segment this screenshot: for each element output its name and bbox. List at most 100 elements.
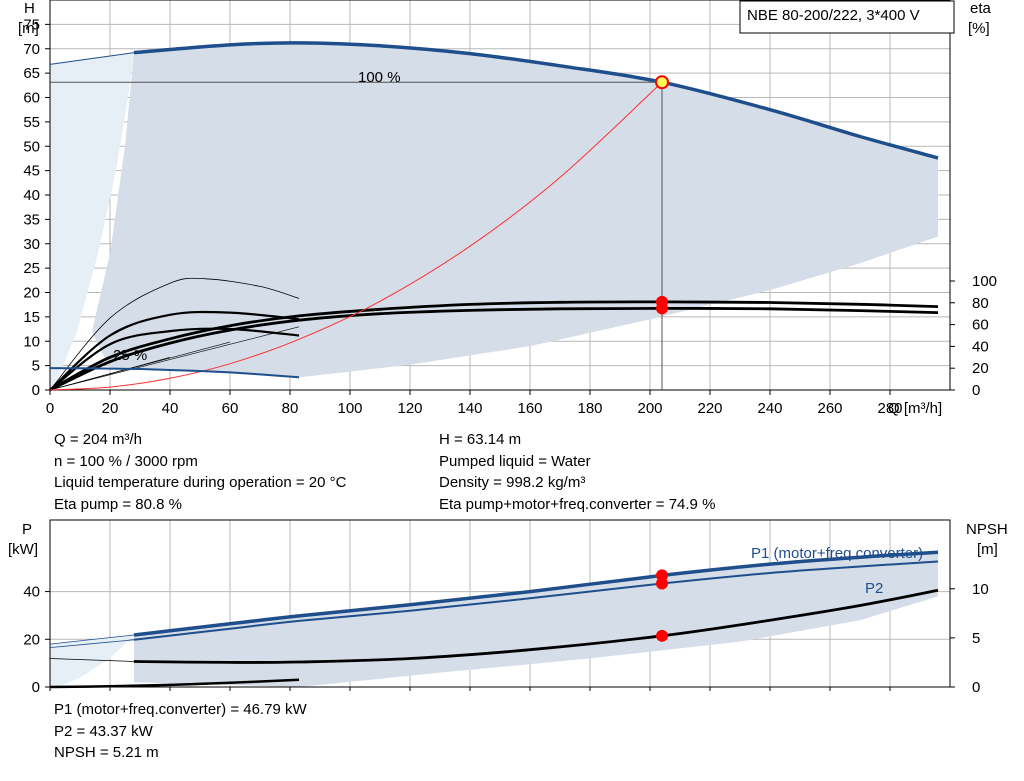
eta-y2-tick-label: 20	[972, 360, 989, 377]
qh-x-tick-label: 140	[457, 400, 482, 417]
qh-x-tick-label: 160	[517, 400, 542, 417]
qh-y-tick-label: 45	[23, 163, 40, 180]
npsh-y-label-line2: [m]	[977, 541, 998, 558]
p1-curve-label: P1 (motor+freq.converter)	[751, 545, 923, 562]
qh-panel: 0 20 40 60 80 100 120 140 160 180 200 220 240 260 2800…	[23, 0, 997, 417]
p-25-curve	[49, 678, 300, 689]
qh-y-tick-label: 15	[23, 309, 40, 326]
p-y-tick-label: 20	[23, 631, 40, 648]
npsh-curve	[133, 588, 939, 664]
qh-x-tick-label: 40	[162, 400, 179, 417]
npsh-curve-ext	[49, 658, 135, 662]
qh-curve-25	[49, 367, 300, 379]
info-p2: P2 = 43.37 kW	[54, 722, 153, 740]
info-block-power: P1 (motor+freq.converter) = 46.79 kW P2 …	[54, 699, 307, 764]
info-npsh: NPSH = 5.21 m	[54, 744, 159, 761]
qh-operating-area	[92, 42, 938, 378]
npsh-y2-tick-label: 5	[972, 630, 980, 647]
eta-25-curve	[49, 310, 300, 391]
qh-y-label-line1: H	[24, 0, 35, 17]
eta-y2-tick-label: 0	[972, 382, 980, 399]
qh-y-tick-label: 60	[23, 90, 40, 107]
qh-area-light	[50, 52, 134, 391]
qh-y-tick-label: 20	[23, 285, 40, 302]
eta-pump-curve	[49, 300, 939, 392]
qh-y-label-line2: [m]	[18, 20, 39, 37]
p-area-light	[50, 634, 134, 687]
qh-y-tick-label: 30	[23, 236, 40, 253]
p2-curve	[133, 560, 939, 641]
info-speed: n = 100 % / 3000 rpm	[54, 452, 198, 470]
qh-y-tick-label: 35	[23, 211, 40, 228]
p-y-label-line1: P	[22, 521, 32, 538]
product-name: NBE 80-200/222, 3*400 V	[747, 7, 920, 24]
npsh-y-label-line1: NPSH	[966, 521, 1008, 538]
qh-y-tick-label: 5	[32, 358, 40, 375]
qh-y-tick-label: 55	[23, 114, 40, 131]
info-head: H = 63.14 m	[439, 431, 522, 448]
info-eta-total: Eta pump+motor+freq.converter = 74.9 %	[439, 495, 716, 513]
qh-y2-label-line2: [%]	[968, 20, 990, 37]
qh-x-tick-label: 260	[817, 400, 842, 417]
qh-x-tick-label: 240	[757, 400, 782, 417]
p-y-tick-label: 0	[32, 679, 40, 696]
qh-x-tick-label: 120	[397, 400, 422, 417]
p2-curve-ext	[49, 639, 135, 648]
info-p1: P1 (motor+freq.converter) = 46.79 kW	[54, 701, 307, 718]
product-box: NBE 80-200/222, 3*400 V	[739, 0, 955, 34]
qh-x-tick-label: 100	[337, 400, 362, 417]
curve-label-25: 25 %	[113, 347, 147, 364]
eta-y2-tick-label: 40	[972, 338, 989, 355]
op-point-p2	[656, 577, 668, 590]
qh-curve-100-ext	[49, 52, 135, 65]
p-operating-area	[134, 552, 938, 687]
eta-y2-tick-label: 100	[972, 273, 997, 290]
op-point-npsh	[656, 629, 668, 642]
eta-25-curve	[49, 327, 300, 391]
curve-label-100: 100 %	[358, 69, 401, 86]
eta-guide-line	[49, 357, 171, 391]
p1-curve	[133, 550, 939, 637]
eta-y2-tick-label: 60	[972, 317, 989, 334]
p-frame	[49, 519, 951, 688]
qh-x-tick-label: 280	[877, 400, 902, 417]
p-y-label-line2: [kW]	[8, 541, 38, 558]
system-curve	[49, 81, 663, 391]
info-density: Density = 998.2 kg/m³	[439, 474, 586, 491]
qh-x-tick-label: 80	[282, 400, 299, 417]
eta-total-curve	[49, 307, 939, 392]
qh-y-tick-label: 50	[23, 138, 40, 155]
p1-curve-ext	[49, 634, 135, 645]
qh-y2-label-line1: eta	[970, 0, 992, 17]
op-point-eta	[656, 302, 668, 315]
eta-thin-curve	[49, 277, 300, 391]
info-block-left: Q = 204 m³/h n = 100 % / 3000 rpm Liquid…	[54, 429, 346, 515]
qh-x-label: Q [m³/h]	[888, 400, 942, 417]
qh-y-tick-label: 25	[23, 260, 40, 277]
p2-curve-label: P2	[865, 580, 883, 597]
qh-y-tick-label: 0	[32, 382, 40, 399]
info-liquid: Pumped liquid = Water	[439, 452, 591, 470]
qh-y-tick-label: 70	[23, 41, 40, 58]
eta-y2-tick-label: 80	[972, 295, 989, 312]
info-temperature: Liquid temperature during operation = 20…	[54, 474, 347, 491]
eta-guide-line	[49, 326, 300, 391]
power-panel: 0 20 40 0 5 10	[23, 519, 989, 696]
info-flow: Q = 204 m³/h	[54, 431, 142, 448]
qh-x-tick-label: 180	[577, 400, 602, 417]
info-block-right: H = 63.14 m Pumped liquid = Water Densit…	[439, 429, 715, 515]
qh-x-tick-label: 200	[637, 400, 662, 417]
p-y-tick-label: 40	[23, 584, 40, 601]
op-point-qh	[655, 75, 669, 90]
qh-y-tick-label: 65	[23, 65, 40, 82]
qh-x-tick-label: 0	[46, 400, 54, 417]
npsh-y2-tick-label: 10	[972, 581, 989, 598]
qh-y-tick-label: 75	[23, 16, 40, 33]
qh-x-tick-label: 20	[102, 400, 119, 417]
npsh-y2-tick-label: 0	[972, 679, 980, 696]
qh-y-tick-label: 10	[23, 333, 40, 350]
qh-x-tick-label: 60	[222, 400, 239, 417]
qh-curve-100	[133, 41, 939, 160]
qh-y-tick-label: 40	[23, 187, 40, 204]
